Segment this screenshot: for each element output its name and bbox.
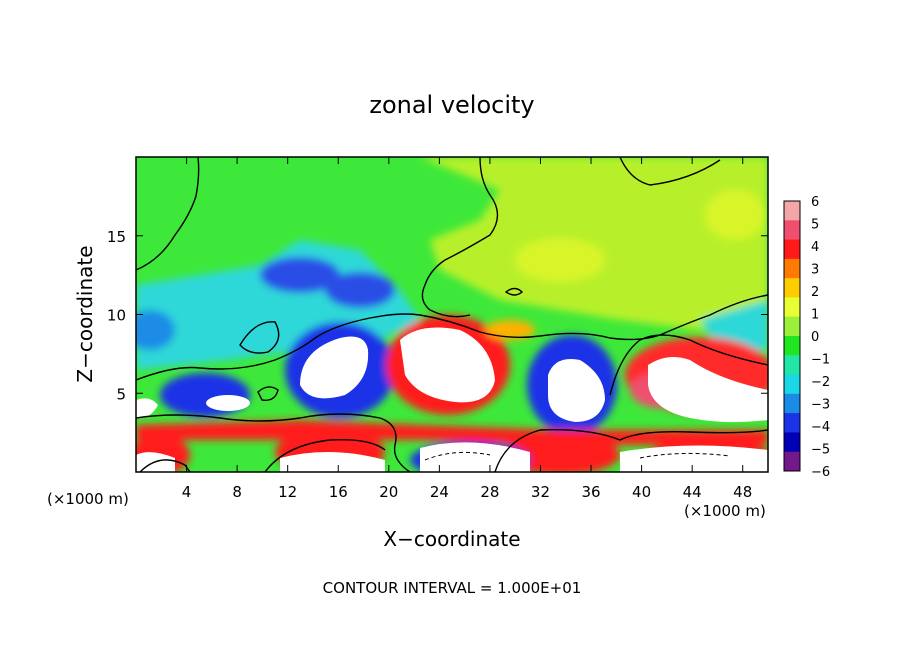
x-tick-label: 48 <box>733 483 752 501</box>
upper-yellow-patch-2 <box>515 238 605 282</box>
white-core-right-edge <box>725 394 768 416</box>
colorbar-segment <box>784 316 800 337</box>
colorbar-segment <box>784 432 800 453</box>
contour-small-loop-2 <box>257 386 279 401</box>
white-core-bottom-right <box>420 442 530 472</box>
colorbar-tick-label: −2 <box>811 375 830 390</box>
x-tick-label: 32 <box>531 483 550 501</box>
upper-blue-blob-right <box>325 272 395 308</box>
contour-upper-right <box>619 157 721 186</box>
contour-right-loop <box>609 334 768 396</box>
contour-interval-note: CONTOUR INTERVAL = 1.000E+01 <box>323 579 582 597</box>
y-tick-label: 15 <box>107 228 126 246</box>
colorbar-tick-label: −1 <box>811 353 830 368</box>
colorbar-segment <box>784 278 800 298</box>
colorbar-segment <box>784 201 800 221</box>
contour-lower-left <box>139 459 191 472</box>
colorbar-tick-label: 2 <box>811 285 819 300</box>
x-axis-label: X−coordinate <box>383 527 520 551</box>
x-tick-label: 4 <box>182 483 192 501</box>
contour-upper-mid <box>421 157 499 318</box>
colorbar-tick-label: −6 <box>811 465 830 480</box>
contour-upper-left <box>136 157 200 271</box>
x-tick-label: 28 <box>480 483 499 501</box>
white-core-bottom-mid <box>280 451 385 472</box>
dashed-contours <box>424 451 731 461</box>
chart-title: zonal velocity <box>369 91 534 119</box>
colorbar-tick-label: 5 <box>811 218 819 233</box>
colorbar-segment <box>784 297 800 318</box>
y-axis-label: Z−coordinate <box>73 245 97 382</box>
white-core-2 <box>400 327 495 403</box>
y-tick-label: 10 <box>107 307 126 325</box>
colorbar-segment <box>784 451 800 472</box>
x-tick-label: 20 <box>379 483 398 501</box>
white-core-left-edge <box>136 398 158 419</box>
left-blue-edge <box>136 310 175 350</box>
upper-blue-blob-left <box>260 257 340 293</box>
colorbar-tick-label: 1 <box>811 308 819 323</box>
x-axis-ticks: 4 8 12 16 20 24 28 32 36 40 44 48 <box>182 157 752 501</box>
dashed-contour-2 <box>639 452 731 459</box>
contour-lower-mid <box>264 439 386 472</box>
contour-small-loop-1 <box>239 321 280 354</box>
x-unit-label-left: (×1000 m) <box>47 490 129 508</box>
saturated-cores <box>136 327 768 472</box>
colorbar-segment <box>784 336 800 356</box>
x-unit-label-right: (×1000 m) <box>684 502 766 520</box>
x-tick-label: 8 <box>232 483 242 501</box>
colorbar-segment <box>784 258 800 279</box>
colorbar-tick-label: 4 <box>811 240 819 255</box>
colorbar-segment <box>784 413 800 433</box>
x-tick-label: 36 <box>581 483 600 501</box>
upper-yellow-patch <box>705 190 765 240</box>
colorbar-tick-label: −5 <box>811 443 830 458</box>
right-mid-band <box>700 300 768 350</box>
upper-positive-region <box>420 157 768 330</box>
colorbar-tick-label: −3 <box>811 398 830 413</box>
x-tick-label: 40 <box>632 483 651 501</box>
plot-area <box>136 157 768 472</box>
white-core-5 <box>206 395 250 411</box>
colorbar-tick-label: 3 <box>811 263 819 278</box>
x-tick-label: 44 <box>683 483 702 501</box>
colorbar-frame <box>783 200 801 472</box>
dashed-contour-1 <box>424 451 491 461</box>
x-tick-label: 24 <box>430 483 449 501</box>
y-tick-label: 5 <box>116 385 126 403</box>
colorbar-labels: 6 5 4 3 2 1 0 −1 −2 −3 −4 −5 −6 <box>811 195 830 480</box>
x-tick-label: 12 <box>278 483 297 501</box>
bottom-red-right <box>500 435 620 472</box>
colorbar-tick-label: 6 <box>811 195 819 210</box>
contour-lines <box>136 157 768 472</box>
colorbar-tick-label: −4 <box>811 420 830 435</box>
colorbar-segment <box>784 239 800 260</box>
contour-lower-band <box>136 413 411 472</box>
colorbar-segment <box>784 374 800 395</box>
white-core-3 <box>548 359 605 422</box>
colorbar-tick-label: 0 <box>811 330 819 345</box>
colorbar-segment <box>784 220 800 241</box>
colorbar-segment <box>784 393 800 414</box>
x-tick-label: 16 <box>329 483 348 501</box>
contour-small-loop-3 <box>504 287 524 296</box>
contour-lower-band-2 <box>494 429 768 472</box>
colorbar <box>783 200 801 472</box>
y-axis-ticks: 5 10 15 <box>107 228 768 403</box>
white-core-1 <box>300 336 369 399</box>
left-blue-blob <box>160 373 250 417</box>
white-core-bottom-far <box>620 445 768 472</box>
colorbar-segment <box>784 355 800 376</box>
